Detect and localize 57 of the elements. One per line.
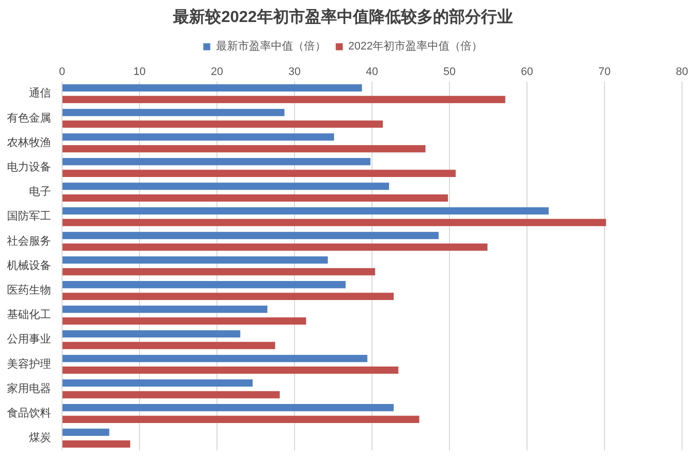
bar: [62, 428, 110, 436]
y-tick-label: 公用事业: [7, 332, 51, 346]
bar: [62, 317, 306, 325]
legend-label: 2022年初市盈率中值（倍）: [348, 40, 483, 53]
bar: [62, 404, 394, 412]
y-tick-label: 家用电器: [7, 382, 51, 395]
y-tick-label: 电力设备: [7, 160, 51, 174]
y-tick-label: 有色金属: [7, 112, 51, 124]
bar: [62, 120, 383, 128]
bar: [62, 281, 346, 288]
x-tick-label: 60: [520, 66, 534, 78]
y-tick-label: 煤炭: [29, 431, 51, 444]
x-tick-label: 70: [598, 66, 611, 78]
bar: [62, 292, 394, 300]
bar: [62, 416, 420, 423]
y-tick-label: 美容护理: [7, 357, 51, 370]
bar: [62, 133, 334, 141]
x-tick-label: 40: [366, 66, 378, 78]
y-tick-label: 国防军工: [7, 210, 51, 223]
bar: [62, 84, 362, 92]
bar: [62, 306, 268, 313]
bar: [62, 366, 398, 374]
y-tick-label: 医药生物: [7, 284, 51, 297]
y-tick-label: 农林牧渔: [7, 136, 51, 149]
chart-title: 最新较2022年初市盈率中值降低较多的部分行业: [172, 7, 513, 26]
legend-label: 最新市盈率中值（倍）: [216, 40, 326, 53]
bar: [62, 256, 328, 264]
x-tick-label: 50: [443, 66, 456, 78]
bar: [62, 145, 426, 152]
bar: [62, 330, 240, 338]
x-tick-label: 80: [676, 66, 688, 78]
bar: [62, 440, 130, 448]
x-tick-label: 30: [288, 66, 301, 78]
bar: [62, 194, 448, 202]
bar: [62, 244, 488, 251]
y-tick-label: 食品饮料: [7, 406, 51, 420]
y-tick-label: 通信: [29, 86, 51, 100]
x-tick-label: 10: [133, 66, 146, 78]
y-tick-label: 机械设备: [7, 258, 51, 272]
bar: [62, 218, 606, 226]
y-tick-label: 基础化工: [7, 308, 51, 322]
bar: [62, 379, 253, 387]
bar: [62, 232, 439, 240]
bar: [62, 158, 370, 166]
bar: [62, 96, 506, 104]
bar: [62, 182, 390, 190]
bar: [62, 342, 276, 350]
bar: [62, 207, 549, 214]
x-tick-label: 0: [58, 66, 66, 78]
bar: [62, 391, 280, 398]
bar: [62, 170, 456, 177]
bar: [62, 354, 368, 362]
y-tick-label: 电子: [29, 185, 51, 198]
bar: [62, 108, 284, 116]
y-tick-label: 社会服务: [7, 234, 51, 248]
x-tick-label: 20: [210, 66, 224, 78]
bar: [62, 268, 376, 276]
